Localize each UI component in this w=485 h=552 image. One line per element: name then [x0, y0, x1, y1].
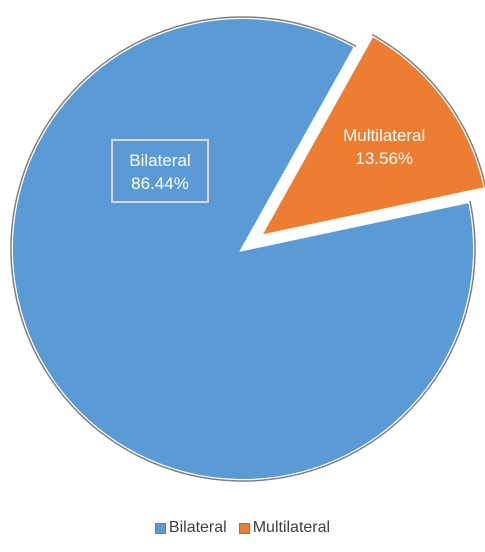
pie-slice-edge-bilateral: [10, 16, 476, 482]
legend-label-multilateral: Multilateral: [252, 519, 331, 536]
legend-swatch-bilateral: [154, 522, 166, 534]
data-label-multilateral: Multilateral 13.56%: [343, 126, 425, 168]
legend-swatch-multilateral: [238, 522, 250, 534]
legend-label-bilateral: Bilateral: [168, 519, 227, 536]
data-label-box-bilateral: [111, 139, 209, 203]
pie-slice-edge-multilateral: [371, 33, 485, 188]
data-label-name-multilateral: Multilateral: [343, 126, 425, 145]
legend: Bilateral Multilateral: [0, 519, 485, 537]
legend-item-bilateral: Bilateral: [154, 519, 227, 537]
data-label-value-bilateral: 86.44%: [131, 174, 189, 193]
data-label-value-multilateral: 13.56%: [355, 149, 413, 168]
data-label-name-bilateral: Bilateral: [129, 151, 190, 170]
legend-item-multilateral: Multilateral: [238, 519, 331, 537]
data-label-bilateral: Bilateral 86.44%: [111, 139, 209, 203]
